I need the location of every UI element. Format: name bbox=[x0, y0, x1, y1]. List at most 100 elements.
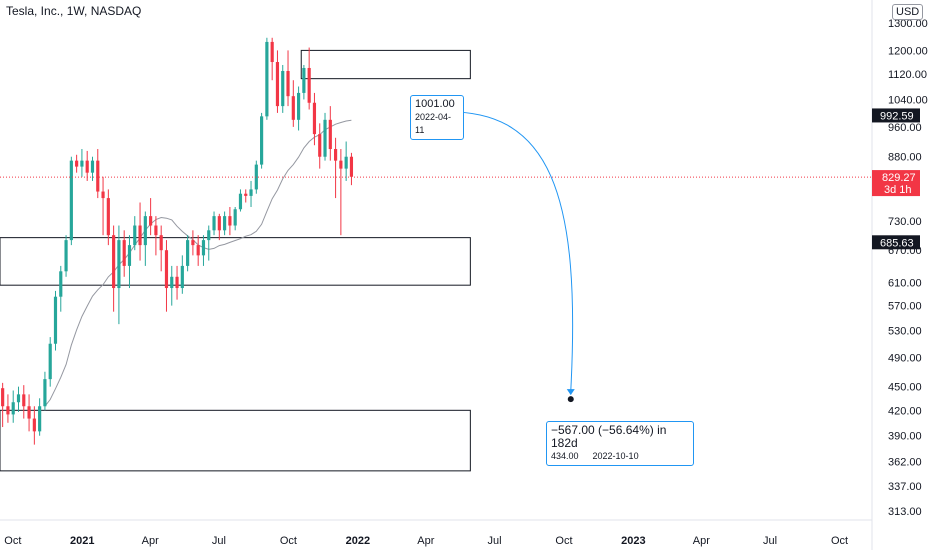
candle-body bbox=[307, 67, 311, 103]
candle-body bbox=[122, 240, 126, 266]
y-tick-label: 1040.00 bbox=[888, 94, 928, 106]
candle-body bbox=[96, 160, 100, 192]
candle-body bbox=[312, 102, 317, 135]
candle-body bbox=[175, 276, 179, 289]
candle-body bbox=[6, 406, 10, 415]
projection-end-label: −567.00 (−56.64%) in 182d 434.00 2022-10-… bbox=[546, 421, 694, 466]
y-tick-label: 490.00 bbox=[888, 352, 922, 364]
candle-body bbox=[53, 296, 58, 344]
y-tick-label: 450.00 bbox=[888, 382, 922, 394]
candle-body bbox=[85, 160, 89, 173]
candle-body bbox=[127, 245, 132, 266]
projection-start-price: 1001.00 bbox=[415, 98, 455, 110]
y-tick-label: 362.00 bbox=[888, 456, 922, 468]
candle-body bbox=[207, 230, 211, 241]
candle-body bbox=[344, 156, 348, 169]
y-tick-label: 570.00 bbox=[888, 301, 922, 313]
candle-body bbox=[270, 41, 274, 63]
candle-body bbox=[38, 406, 42, 432]
candle-body bbox=[318, 134, 322, 157]
candle-body bbox=[291, 96, 295, 120]
y-tick-label: 1200.00 bbox=[888, 45, 928, 57]
candle-body bbox=[233, 209, 237, 226]
price-badge-label: 685.63 bbox=[880, 237, 914, 249]
candle-body bbox=[323, 119, 327, 157]
candle-body bbox=[43, 379, 47, 407]
candle-body bbox=[149, 216, 153, 226]
candle-body bbox=[334, 149, 338, 161]
candle-body bbox=[302, 67, 306, 93]
price-badge bbox=[872, 108, 920, 123]
x-tick-label: 2022 bbox=[346, 535, 370, 547]
current-price-label: 829.27 bbox=[882, 172, 916, 184]
candle-body bbox=[80, 160, 84, 167]
x-tick-label: Oct bbox=[280, 535, 297, 547]
candle-body bbox=[32, 418, 36, 432]
price-badge bbox=[872, 235, 920, 250]
candle-body bbox=[101, 191, 105, 199]
y-tick-label: 960.00 bbox=[888, 122, 922, 134]
candle-body bbox=[201, 240, 206, 256]
candle-body bbox=[75, 160, 79, 167]
candle-body bbox=[164, 250, 169, 289]
candle-body bbox=[328, 119, 332, 150]
candle-body bbox=[154, 225, 158, 236]
x-tick-label: Apr bbox=[142, 535, 159, 547]
y-tick-label: 610.00 bbox=[888, 277, 922, 289]
candle-body bbox=[11, 402, 15, 415]
projection-start-date: 2022-04-11 bbox=[415, 112, 452, 135]
candle-body bbox=[228, 216, 232, 226]
candle-body bbox=[275, 62, 280, 107]
y-tick-label: 313.00 bbox=[888, 506, 922, 518]
projection-change: −567.00 (−56.64%) in 182d bbox=[551, 423, 667, 450]
candle-body bbox=[90, 160, 95, 173]
price-badge-label: 992.59 bbox=[880, 110, 914, 122]
candle-body bbox=[260, 116, 264, 165]
candle-body bbox=[64, 240, 68, 272]
x-tick-label: Jul bbox=[212, 535, 226, 547]
projection-arrow-head bbox=[566, 389, 575, 396]
symbol-title: Tesla, Inc., 1W, NASDAQ bbox=[6, 4, 142, 18]
candle-body bbox=[212, 216, 216, 231]
y-tick-label: 880.00 bbox=[888, 152, 922, 164]
candle-body bbox=[112, 235, 116, 289]
candle-body bbox=[69, 160, 73, 241]
candle-body bbox=[238, 193, 243, 210]
projection-end-point bbox=[567, 396, 574, 403]
y-tick-label: 337.00 bbox=[888, 481, 922, 493]
candle-body bbox=[217, 216, 221, 231]
candle-body bbox=[249, 189, 253, 196]
candle-body bbox=[159, 235, 163, 251]
y-tick-label: 390.00 bbox=[888, 431, 922, 443]
projection-arrow bbox=[433, 111, 574, 392]
candle-body bbox=[339, 160, 343, 169]
candle-body bbox=[281, 70, 285, 107]
candle-body bbox=[143, 216, 147, 246]
currency-button[interactable]: USD bbox=[892, 4, 924, 20]
candle-body bbox=[297, 92, 301, 120]
candle-body bbox=[138, 225, 142, 246]
projection-end-price: 434.00 bbox=[551, 451, 579, 461]
support-resistance-zone bbox=[300, 49, 471, 80]
candle-body bbox=[265, 41, 269, 117]
x-tick-label: Oct bbox=[831, 535, 848, 547]
candle-body bbox=[254, 164, 258, 190]
candle-body bbox=[191, 240, 195, 246]
candle-body bbox=[186, 240, 190, 266]
y-tick-label: 530.00 bbox=[888, 326, 922, 338]
y-tick-label: 1300.00 bbox=[888, 18, 928, 30]
candle-body bbox=[22, 394, 26, 407]
candle-body bbox=[180, 265, 184, 289]
projection-end-date: 2022-10-10 bbox=[592, 451, 639, 461]
x-tick-label: Oct bbox=[4, 535, 21, 547]
candle-body bbox=[117, 240, 121, 289]
current-price-badge bbox=[872, 170, 920, 197]
x-tick-label: Jul bbox=[487, 535, 501, 547]
candle-body bbox=[133, 225, 137, 246]
y-tick-label: 1120.00 bbox=[888, 69, 927, 81]
candle-body bbox=[59, 271, 63, 297]
x-tick-label: Oct bbox=[555, 535, 572, 547]
countdown-label: 3d 1h bbox=[884, 184, 912, 196]
x-tick-label: 2021 bbox=[70, 535, 94, 547]
